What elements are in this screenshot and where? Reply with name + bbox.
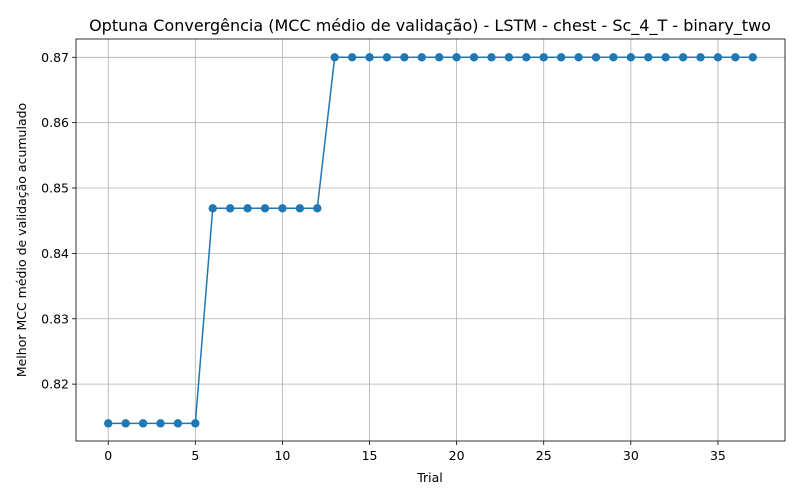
data-point bbox=[191, 419, 200, 428]
x-tick-label: 5 bbox=[191, 448, 199, 463]
data-point bbox=[574, 53, 583, 62]
x-tick-label: 15 bbox=[362, 448, 378, 463]
y-tick-label: 0.83 bbox=[41, 311, 69, 326]
data-point bbox=[713, 53, 723, 62]
data-point bbox=[278, 204, 287, 213]
data-point bbox=[365, 53, 374, 62]
y-axis-label: Melhor MCC médio de validação acumulado bbox=[14, 103, 29, 377]
y-tick-label: 0.85 bbox=[41, 181, 69, 196]
data-point bbox=[225, 204, 235, 213]
y-tick-label: 0.87 bbox=[41, 50, 69, 65]
data-point bbox=[382, 53, 392, 62]
x-axis-ticks: 0 5 10 15 20 25 30 35 bbox=[104, 441, 726, 463]
series-line bbox=[108, 56, 753, 425]
series-group bbox=[104, 53, 757, 428]
x-tick-label: 35 bbox=[710, 448, 726, 463]
data-point bbox=[313, 204, 322, 213]
x-tick-label: 20 bbox=[449, 448, 465, 463]
data-point bbox=[400, 53, 409, 62]
y-axis-ticks: 0.82 0.83 0.84 0.85 0.86 0.87 bbox=[41, 50, 76, 392]
grid bbox=[76, 39, 785, 441]
data-point bbox=[156, 419, 165, 428]
data-point bbox=[243, 204, 252, 213]
data-point bbox=[417, 53, 426, 62]
data-point bbox=[435, 53, 444, 62]
data-point bbox=[347, 53, 357, 62]
data-point bbox=[591, 53, 601, 62]
x-tick-label: 0 bbox=[104, 448, 112, 463]
data-point bbox=[330, 53, 339, 62]
data-point bbox=[556, 53, 566, 62]
x-tick-label: 25 bbox=[536, 448, 552, 463]
data-point bbox=[696, 53, 705, 62]
data-point bbox=[522, 53, 531, 62]
data-point bbox=[260, 204, 270, 213]
data-point bbox=[295, 204, 305, 213]
data-point bbox=[138, 419, 148, 428]
data-point bbox=[609, 53, 618, 62]
data-point bbox=[626, 53, 636, 62]
data-point bbox=[121, 419, 130, 428]
x-tick-label: 30 bbox=[623, 448, 639, 463]
data-point bbox=[678, 53, 688, 62]
data-point bbox=[452, 53, 461, 62]
data-point bbox=[644, 53, 653, 62]
data-point bbox=[173, 419, 183, 428]
data-point bbox=[539, 53, 548, 62]
data-point bbox=[469, 53, 479, 62]
data-point bbox=[504, 53, 514, 62]
data-point bbox=[487, 53, 496, 62]
y-tick-label: 0.86 bbox=[41, 115, 69, 130]
x-axis-label: Trial bbox=[416, 470, 443, 485]
y-tick-label: 0.84 bbox=[41, 246, 69, 261]
plot-frame bbox=[75, 38, 786, 442]
data-point bbox=[208, 204, 217, 213]
data-point bbox=[748, 53, 757, 62]
y-tick-label: 0.82 bbox=[41, 377, 69, 392]
x-tick-label: 10 bbox=[274, 448, 290, 463]
chart-title: Optuna Convergência (MCC médio de valida… bbox=[89, 16, 771, 36]
data-point bbox=[661, 53, 670, 62]
data-point bbox=[731, 53, 740, 62]
data-point bbox=[104, 419, 113, 428]
